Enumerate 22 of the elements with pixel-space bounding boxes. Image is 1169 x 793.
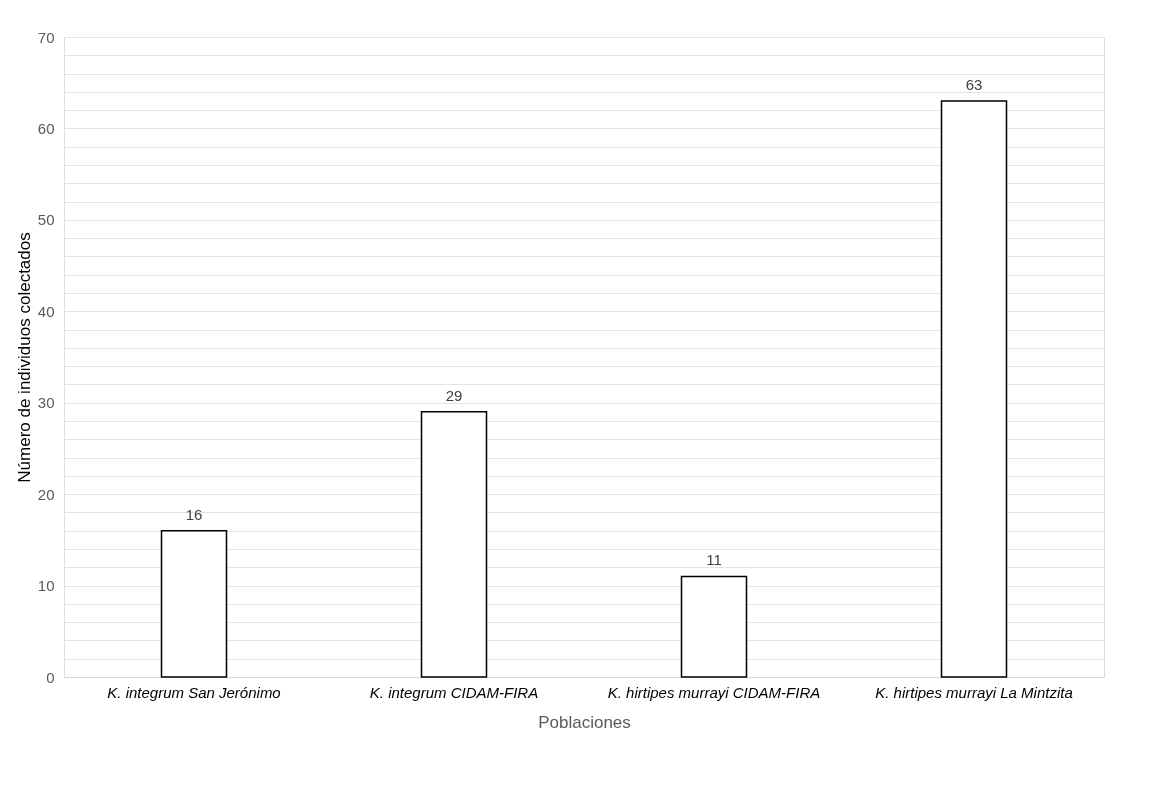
data-label: 29 <box>445 386 463 404</box>
y-tick-label: 40 <box>37 302 55 320</box>
bar <box>680 575 748 678</box>
y-tick-label: 70 <box>37 28 55 46</box>
x-tick-label: K. hirtipes murrayi La Mintzita <box>875 683 1073 701</box>
bar <box>940 100 1008 678</box>
data-label: 11 <box>706 551 722 569</box>
data-label: 16 <box>185 505 203 523</box>
y-tick-label: 50 <box>37 211 55 229</box>
y-tick-label: 60 <box>37 119 55 137</box>
y-tick-label: 10 <box>37 577 55 595</box>
data-label: 63 <box>965 76 983 93</box>
x-tick-label: K. hirtipes murrayi CIDAM-FIRA <box>607 683 821 701</box>
y-tick-label: 20 <box>37 485 55 503</box>
y-axis-title: Número de individuos colectados <box>14 232 34 483</box>
x-tick-label: K. integrum San Jerónimo <box>107 683 281 701</box>
bar <box>160 529 228 678</box>
x-axis-title: Poblaciones <box>538 712 631 732</box>
bar <box>420 411 488 678</box>
y-tick-label: 30 <box>37 394 55 412</box>
x-tick-label: K. integrum CIDAM-FIRA <box>369 683 539 701</box>
y-tick-label: 0 <box>46 668 55 686</box>
